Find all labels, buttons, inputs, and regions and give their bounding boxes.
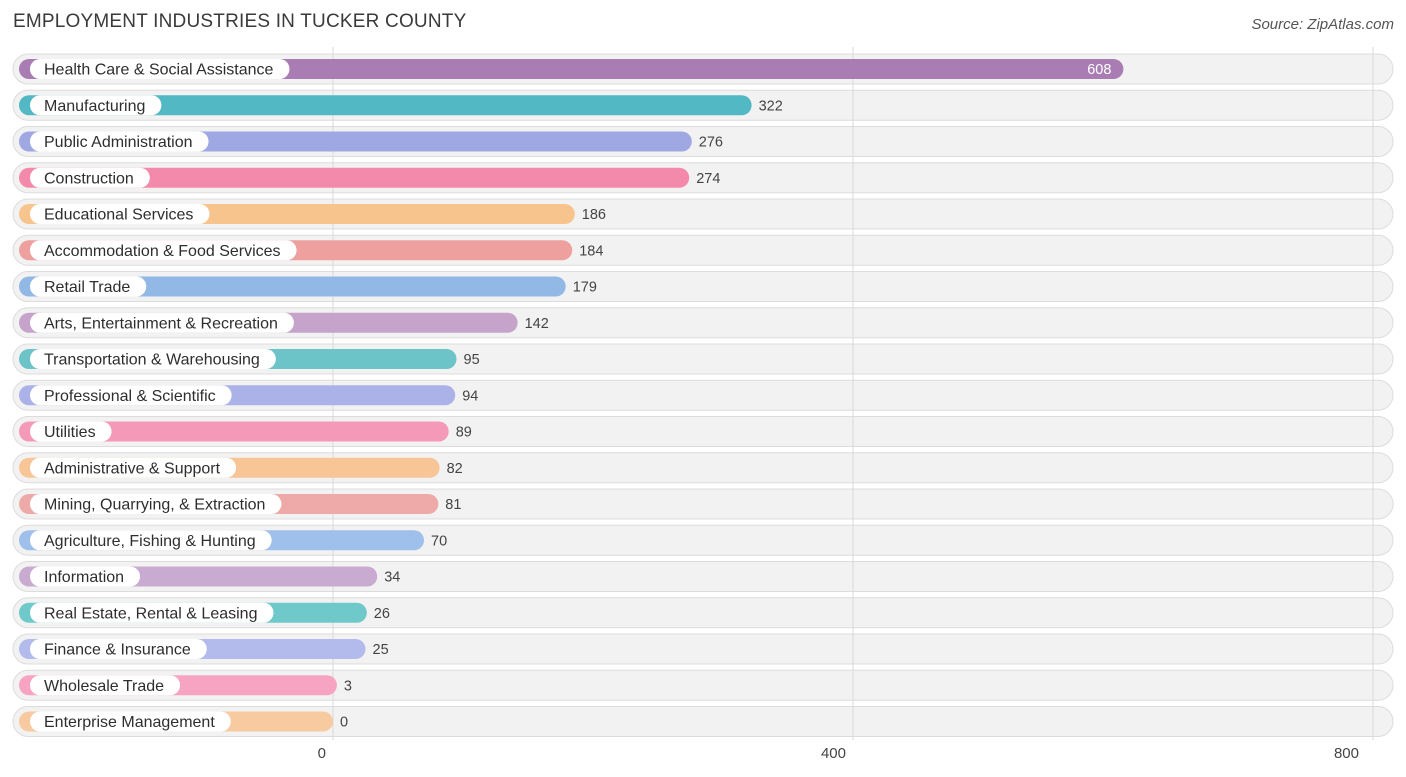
value-label: 186 [582, 207, 606, 223]
category-label: Public Administration [44, 134, 193, 151]
category-label: Utilities [44, 424, 96, 441]
bar [19, 276, 566, 297]
category-label-pill [30, 530, 272, 551]
value-label: 95 [464, 352, 480, 368]
category-label: Agriculture, Fishing & Hunting [44, 533, 256, 550]
category-label-pill [30, 421, 112, 442]
category-label: Information [44, 569, 124, 586]
value-label: 70 [431, 533, 447, 549]
value-label: 3 [344, 678, 352, 694]
category-label-pill [30, 276, 147, 297]
category-label-pill [30, 675, 181, 696]
value-label: 276 [699, 135, 723, 151]
value-label: 179 [573, 280, 597, 296]
category-label: Educational Services [44, 207, 193, 224]
category-label-pill [30, 167, 150, 188]
category-label-pill [30, 385, 232, 406]
category-label-pill [30, 59, 290, 79]
category-label: Finance & Insurance [44, 642, 191, 659]
category-label: Enterprise Management [44, 714, 215, 731]
category-label: Construction [44, 170, 134, 187]
value-label: 142 [525, 316, 549, 332]
category-label: Arts, Entertainment & Recreation [44, 315, 278, 332]
category-label-pill [30, 566, 141, 587]
category-label-pill [30, 494, 282, 514]
category-label-pill [30, 95, 162, 116]
x-tick-label: 400 [821, 745, 846, 762]
category-label-pill [30, 349, 276, 369]
value-label: 81 [445, 497, 461, 513]
category-label: Accommodation & Food Services [44, 243, 281, 260]
value-label: 608 [1087, 62, 1111, 78]
category-label: Mining, Quarrying, & Extraction [44, 497, 265, 514]
bars: Health Care & Social Assistance 608 Manufa… [19, 59, 1124, 732]
value-label: 34 [384, 570, 400, 586]
category-label-pill [30, 240, 297, 261]
bar [19, 95, 752, 116]
value-label: 322 [759, 98, 783, 114]
value-label: 26 [374, 606, 390, 622]
category-label-pill [30, 457, 237, 478]
row-background [12, 669, 1394, 701]
category-label: Wholesale Trade [44, 678, 164, 695]
category-label: Professional & Scientific [44, 388, 216, 405]
category-label-pill [30, 131, 209, 152]
row-background [12, 706, 1394, 737]
chart-title: EMPLOYMENT INDUSTRIES IN TUCKER COUNTY [13, 11, 467, 32]
category-label-pill [30, 639, 207, 659]
source-note: Source: ZipAtlas.com [1251, 16, 1394, 33]
category-label-pill [30, 204, 210, 224]
category-label: Health Care & Social Assistance [44, 62, 274, 79]
value-label: 89 [456, 425, 472, 441]
category-label: Manufacturing [44, 98, 145, 115]
value-label: 184 [579, 243, 603, 259]
category-label-pill [30, 312, 294, 333]
value-label: 25 [373, 642, 389, 658]
bar [19, 421, 449, 442]
bar [19, 59, 1124, 79]
category-label: Real Estate, Rental & Leasing [44, 605, 257, 622]
value-label: 94 [462, 388, 478, 404]
bar [19, 167, 690, 188]
x-tick-label: 800 [1334, 745, 1359, 762]
value-label: 82 [447, 461, 463, 477]
value-label: 0 [340, 715, 348, 731]
category-label-pill [30, 711, 231, 732]
category-label: Transportation & Warehousing [44, 352, 260, 369]
category-label-pill [30, 602, 274, 623]
category-label: Retail Trade [44, 279, 130, 296]
value-label: 274 [696, 171, 720, 187]
category-label: Administrative & Support [44, 460, 221, 477]
x-axis-ticks: 0 400 800 [318, 745, 1359, 762]
x-tick-label: 0 [318, 745, 326, 762]
